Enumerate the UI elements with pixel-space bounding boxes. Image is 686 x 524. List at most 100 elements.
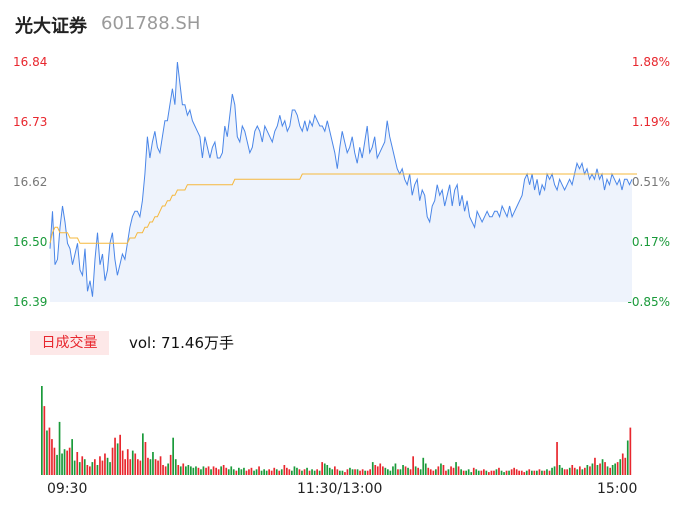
volume-bar: [142, 433, 144, 475]
volume-bar: [599, 463, 601, 475]
volume-bar: [525, 470, 528, 475]
volume-bar: [263, 469, 265, 475]
volume-bar: [495, 469, 498, 475]
volume-bar: [384, 467, 387, 475]
volume-bar: [240, 469, 243, 475]
volume-bar: [111, 447, 114, 475]
volume-bar: [253, 470, 255, 475]
volume-bar: [429, 469, 432, 475]
volume-bar: [41, 386, 43, 475]
volume-bar: [392, 466, 394, 475]
volume-bar: [409, 469, 412, 475]
volume-bar: [553, 466, 556, 475]
volume-bar: [159, 456, 162, 475]
volume-bar: [419, 469, 422, 475]
volume-bar: [137, 459, 139, 475]
volume-bar: [200, 469, 202, 475]
volume-bar: [503, 472, 505, 475]
volume-bar: [94, 459, 96, 475]
volume-bar: [581, 469, 584, 475]
volume-bar: [518, 470, 520, 475]
volume-bar: [349, 467, 351, 475]
volume-bar: [389, 470, 392, 475]
volume-bar: [116, 443, 119, 475]
volume-bar: [531, 470, 533, 475]
volume-bar: [609, 467, 611, 475]
volume-bar: [556, 442, 558, 475]
volume-bar: [465, 470, 467, 475]
volume-bar: [187, 465, 190, 475]
volume-bar: [308, 470, 311, 475]
volume-bar: [227, 469, 230, 475]
volume-bar: [505, 470, 508, 475]
price-tick-label: 16.62: [13, 175, 48, 189]
volume-bar: [243, 467, 245, 475]
volume-bar: [313, 470, 316, 475]
volume-bar: [477, 470, 480, 475]
volume-bar: [109, 462, 111, 475]
volume-bar: [488, 472, 490, 475]
volume-bar: [61, 453, 63, 475]
volume-bar: [450, 466, 452, 475]
volume-bar: [104, 453, 106, 475]
volume-bar: [86, 465, 89, 475]
volume-bar: [543, 470, 546, 475]
pct-tick-label: 1.19%: [631, 115, 670, 129]
volume-bar: [179, 466, 182, 475]
volume-bar: [541, 470, 543, 475]
volume-bar: [616, 462, 619, 475]
volume-bar: [164, 466, 167, 475]
volume-bar: [99, 456, 101, 475]
volume-bar: [182, 463, 185, 475]
volume-bar: [293, 466, 296, 475]
volume-period-tag[interactable]: 日成交量: [30, 331, 109, 355]
volume-bar: [346, 469, 349, 475]
volume-bar: [220, 466, 222, 475]
volume-bar: [619, 459, 622, 475]
volume-bar: [601, 459, 604, 475]
volume-bar: [528, 469, 531, 475]
volume-bar: [546, 469, 548, 475]
volume-bar: [576, 469, 579, 475]
volume-bar: [212, 466, 215, 475]
price-chart: [49, 61, 637, 302]
volume-bar: [374, 465, 377, 475]
volume-bar: [121, 450, 124, 475]
volume-bar: [435, 469, 437, 475]
volume-bar: [215, 467, 217, 475]
volume-bar: [455, 462, 457, 475]
volume-bar: [278, 470, 281, 475]
volume-bar: [91, 462, 94, 475]
volume-bar: [258, 466, 260, 475]
volume-bar: [131, 450, 134, 475]
volume-bar: [432, 470, 435, 475]
volume-bar: [445, 470, 447, 475]
volume-bar: [71, 439, 73, 475]
volume-bar: [260, 470, 263, 475]
volume-bar: [359, 470, 361, 475]
volume-bar: [306, 467, 308, 475]
x-tick-label: 11:30/13:00: [297, 481, 383, 497]
volume-bar: [321, 462, 323, 475]
volume-bar: [536, 470, 538, 475]
volume-bar: [480, 470, 483, 475]
volume-bar: [78, 462, 81, 475]
price-tick-label: 16.39: [13, 295, 48, 309]
volume-bar: [81, 456, 84, 475]
volume-bar: [399, 469, 402, 475]
x-tick-label: 09:30: [47, 481, 88, 497]
pct-tick-label: 0.51%: [631, 175, 670, 189]
volume-bar: [326, 465, 329, 475]
volume-bar: [334, 466, 336, 475]
volume-bar: [493, 470, 495, 475]
volume-bar: [328, 467, 331, 475]
volume-bar: [238, 467, 240, 475]
volume-bar: [402, 465, 404, 475]
stock-name: 光大证券: [15, 16, 87, 37]
volume-bar: [154, 459, 157, 475]
volume-bar: [56, 454, 58, 475]
volume-bar: [167, 463, 169, 475]
volume-bar: [387, 469, 389, 475]
volume-bar: [177, 465, 180, 475]
